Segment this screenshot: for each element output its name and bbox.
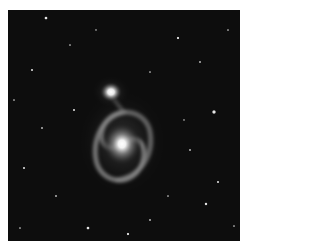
star <box>41 127 43 129</box>
star <box>23 167 25 169</box>
star <box>177 37 179 39</box>
star <box>69 44 71 46</box>
star <box>95 29 96 30</box>
star <box>205 203 207 205</box>
star <box>183 119 184 120</box>
star <box>199 61 201 63</box>
galaxy-core <box>102 122 142 166</box>
star <box>73 109 75 111</box>
star <box>31 69 33 71</box>
star <box>227 29 229 31</box>
star <box>189 149 191 151</box>
star <box>127 233 129 235</box>
star <box>55 195 57 197</box>
companion-core <box>100 82 122 102</box>
star <box>45 17 48 20</box>
star <box>167 195 169 197</box>
star <box>13 99 15 101</box>
star <box>149 219 151 221</box>
star <box>149 71 151 73</box>
photo <box>0 0 247 249</box>
star <box>19 227 21 229</box>
star <box>212 110 215 113</box>
star <box>217 181 219 183</box>
star <box>87 227 90 230</box>
star <box>233 225 235 227</box>
